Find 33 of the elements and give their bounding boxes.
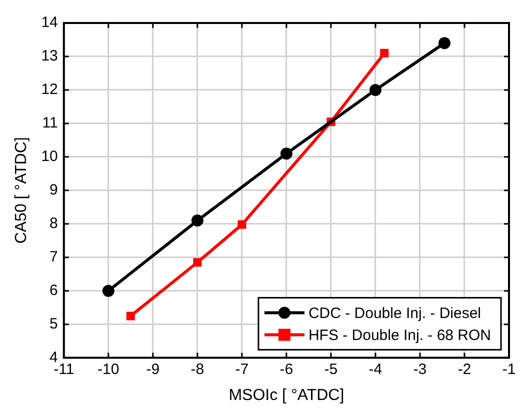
- x-tick-label: -2: [458, 360, 472, 378]
- y-tick-label: 9: [50, 182, 58, 199]
- point: [193, 258, 202, 267]
- x-tick-label: -1: [502, 360, 516, 378]
- point: [438, 37, 450, 50]
- y-axis-title: CA50 [ °ATDC]: [13, 137, 30, 244]
- point: [369, 84, 382, 96]
- point: [238, 220, 246, 229]
- y-tick-label: 8: [50, 215, 58, 232]
- x-tick-label: -3: [413, 360, 427, 378]
- x-tick-label: -4: [368, 360, 382, 378]
- y-tick-label: 13: [41, 48, 58, 65]
- point: [380, 48, 389, 58]
- point: [280, 148, 292, 160]
- y-tick-label: 12: [41, 81, 58, 98]
- legend-label: CDC - Double Inj. - Diesel: [308, 304, 482, 322]
- y-tick-label: 11: [42, 114, 58, 132]
- x-tick-label: -10: [98, 360, 120, 378]
- x-tick-label: -8: [190, 360, 204, 378]
- x-tick-label: -9: [146, 360, 160, 378]
- point: [102, 284, 114, 297]
- y-tick-label: 10: [41, 148, 58, 166]
- x-tick-label: -6: [280, 360, 294, 378]
- y-tick-label: 14: [41, 14, 58, 32]
- y-tick-label: 7: [50, 248, 58, 266]
- y-tick-label: 5: [50, 315, 58, 332]
- x-axis-title: MSOIc [ °ATDC]: [228, 386, 344, 404]
- point: [191, 214, 204, 227]
- point: [126, 312, 135, 320]
- x-tick-label: -7: [235, 360, 249, 378]
- y-tick-label: 6: [50, 282, 58, 299]
- x-tick-label: -5: [324, 360, 338, 378]
- legend-label: HFS - Double Inj. - 68 RON: [308, 326, 492, 344]
